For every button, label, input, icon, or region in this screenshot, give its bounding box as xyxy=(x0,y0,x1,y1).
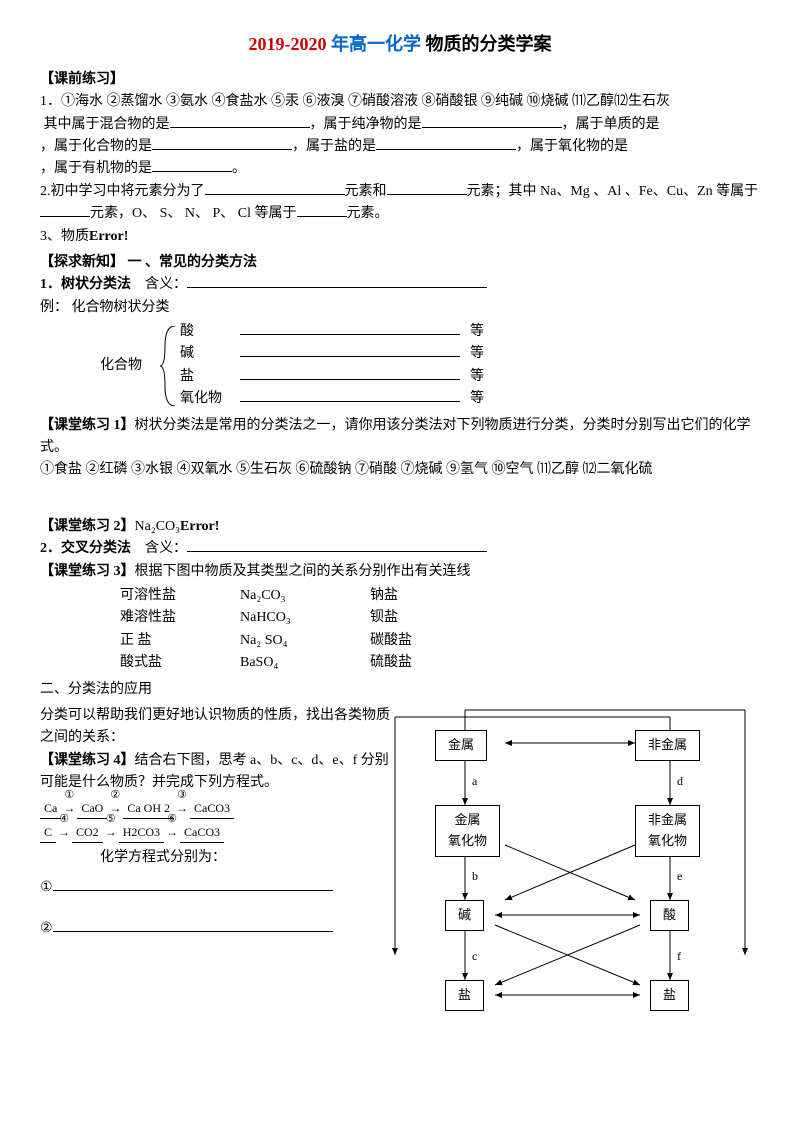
section2b-heading: 二、分类法的应用 xyxy=(40,679,760,701)
node-nonmetal-oxide: 非金属 氧化物 xyxy=(635,805,700,857)
exercise3: 【课堂练习 3】根据下图中物质及其类型之间的关系分别作出有关连线 xyxy=(40,561,760,583)
edge-label-c: c xyxy=(472,949,477,963)
flowchart-diagram: a d b e c f xyxy=(390,705,750,1045)
eq1: ① xyxy=(40,877,390,899)
method2: 2．交叉分类法 含义： xyxy=(40,538,760,560)
bracket-icon xyxy=(160,326,180,406)
node-salt2: 盐 xyxy=(650,980,689,1011)
q1: 1．①海水 ②蒸馏水 ③氨水 ④食盐水 ⑤汞 ⑥液溴 ⑦硝酸溶液 ⑧硝酸银 ⑨纯… xyxy=(40,91,760,113)
blank[interactable] xyxy=(187,287,487,288)
method1: 1．树状分类法 含义： xyxy=(40,274,760,296)
error-text: Error! xyxy=(89,229,128,244)
blank[interactable] xyxy=(187,551,487,552)
q1-items: ①海水 ②蒸馏水 ③氨水 ④食盐水 ⑤汞 ⑥液溴 ⑦硝酸溶液 ⑧硝酸银 ⑨纯碱 … xyxy=(61,94,670,109)
title-subject: 年高一化学 xyxy=(331,34,421,54)
node-salt1: 盐 xyxy=(445,980,484,1011)
tree-item: 酸 xyxy=(180,321,240,343)
blank[interactable] xyxy=(297,216,347,217)
table-row: 难溶性盐 NaHCO₃ 钡盐 xyxy=(120,607,760,629)
q3: 3、物质Error! xyxy=(40,226,760,248)
q1-label: 1． xyxy=(40,94,61,109)
q2: 2.初中学习中将元素分为了元素和元素；其中 Na、Mg 、Al 、Fe、Cu、Z… xyxy=(40,181,760,226)
sec2-text: 分类可以帮助我们更好地认识物质的性质，找出各类物质之间的关系： xyxy=(40,705,390,750)
section2-heading: 【探求新知】 一 、常见的分类方法 xyxy=(40,252,760,274)
eq2: ② xyxy=(40,918,390,940)
q1-line2: ，属于化合物的是，属于盐的是，属于氧化物的是 xyxy=(40,136,760,158)
table-row: 正 盐 Na₂ SO₄ 碳酸盐 xyxy=(120,630,760,652)
blank[interactable] xyxy=(422,127,562,128)
blank[interactable] xyxy=(170,127,310,128)
blank[interactable] xyxy=(240,401,460,402)
title-topic: 物质的分类学案 xyxy=(426,34,552,54)
arrow-icon: ⑤→ xyxy=(105,823,117,842)
tree-root: 化合物 xyxy=(100,355,160,377)
blank[interactable] xyxy=(240,356,460,357)
q1-line1: 其中属于混合物的是，属于纯净物的是，属于单质的是 xyxy=(40,114,760,136)
edge-label-f: f xyxy=(677,949,681,963)
chain1: Ca ①→ CaO ②→ Ca OH 2 ③→ CaCO3 xyxy=(40,799,390,819)
title-year: 2019-2020 xyxy=(249,34,327,54)
page-title: 2019-2020 年高一化学 物质的分类学案 xyxy=(40,30,760,59)
edge-label-e: e xyxy=(677,869,682,883)
edge-label-d: d xyxy=(677,774,683,788)
node-metal: 金属 xyxy=(435,730,487,761)
tree-diagram: 化合物 酸等 碱等 盐等 氧化物等 xyxy=(100,321,760,411)
arrow-icon: ③→ xyxy=(176,799,188,818)
blank[interactable] xyxy=(387,194,467,195)
ex1-items: ①食盐 ②红磷 ③水银 ④双氧水 ⑤生石灰 ⑥硫酸钠 ⑦硝酸 ⑦烧碱 ⑨氢气 ⑩… xyxy=(40,459,760,481)
blank[interactable] xyxy=(40,216,90,217)
edge-label-a: a xyxy=(472,774,478,788)
section1-heading: 【课前练习】 xyxy=(40,69,760,91)
eq-label: 化学方程式分别为： xyxy=(100,847,390,869)
chain2: C ④→ CO2 ⑤→ H2CO3 ⑥→ CaCO3 xyxy=(40,823,390,843)
method1-example: 例： 化合物树状分类 xyxy=(40,297,760,319)
salt-table: 可溶性盐 Na₂CO₃ 钠盐 难溶性盐 NaHCO₃ 钡盐 正 盐 Na₂ SO… xyxy=(120,585,760,675)
table-row: 可溶性盐 Na₂CO₃ 钠盐 xyxy=(120,585,760,607)
table-row: 酸式盐 BaSO₄ 硫酸盐 xyxy=(120,652,760,674)
node-metal-oxide: 金属 氧化物 xyxy=(435,805,500,857)
arrow-icon: ⑥→ xyxy=(166,823,178,842)
q1-line3: ，属于有机物的是。 xyxy=(40,158,760,180)
exercise1: 【课堂练习 1】树状分类法是常用的分类法之一，请你用该分类法对下列物质进行分类，… xyxy=(40,415,760,482)
blank[interactable] xyxy=(240,379,460,380)
blank[interactable] xyxy=(152,171,232,172)
tree-item: 氧化物 xyxy=(180,388,240,410)
blank[interactable] xyxy=(240,334,460,335)
blank[interactable] xyxy=(376,149,516,150)
exercise2: 【课堂练习 2】Na₂CO₃Error! xyxy=(40,516,760,538)
error-text: Error! xyxy=(180,519,219,534)
tree-item: 盐 xyxy=(180,366,240,388)
tree-item: 碱 xyxy=(180,343,240,365)
blank[interactable] xyxy=(152,149,292,150)
blank[interactable] xyxy=(205,194,345,195)
node-nonmetal: 非金属 xyxy=(635,730,700,761)
exercise4: 【课堂练习 4】结合右下图，思考 a、b、c、d、e、f 分别可能是什么物质？并… xyxy=(40,750,390,795)
blank[interactable] xyxy=(53,931,333,932)
node-base: 碱 xyxy=(445,900,484,931)
blank[interactable] xyxy=(53,890,333,891)
node-acid: 酸 xyxy=(650,900,689,931)
arrow-icon: ④→ xyxy=(58,823,70,842)
edge-label-b: b xyxy=(472,869,478,883)
